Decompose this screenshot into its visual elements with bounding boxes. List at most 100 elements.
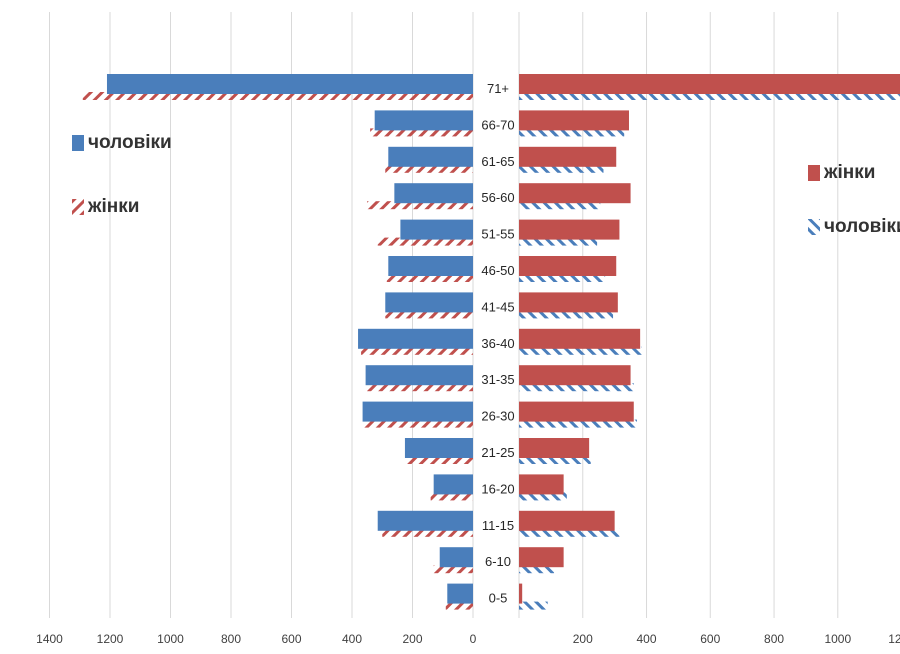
bar-left-solid [358, 328, 473, 349]
bar-left-hatched [385, 164, 473, 173]
bar-left-solid [388, 256, 473, 276]
category-label: 6-10 [485, 554, 511, 569]
bar-left-solid [433, 474, 473, 495]
category-label: 51-55 [481, 227, 514, 242]
bar-left-solid [394, 183, 473, 204]
bar-left-hatched [364, 419, 473, 428]
x-tick-label-left: 800 [221, 632, 241, 646]
category-label: 41-45 [481, 299, 514, 314]
bar-right-solid [519, 438, 590, 458]
bar-right-solid [519, 146, 617, 167]
x-tick-label-left: 200 [402, 632, 422, 646]
bar-right-solid [519, 474, 564, 495]
x-tick-label-right: 200 [573, 632, 593, 646]
bar-left-solid [388, 146, 473, 167]
bar-left-hatched [406, 456, 473, 464]
bar-left-hatched [382, 528, 473, 537]
category-label: 31-35 [481, 372, 514, 387]
legend-swatch [72, 135, 84, 151]
category-label: 46-50 [481, 263, 514, 278]
bar-left-solid [377, 510, 473, 531]
bar-left-hatched [386, 274, 473, 282]
bar-right-hatched [519, 346, 642, 355]
bar-right-solid [519, 510, 615, 531]
bar-right-hatched [519, 419, 637, 428]
bar-right-hatched [519, 237, 598, 246]
x-tick-label-right: 800 [764, 632, 784, 646]
category-label: 11-15 [482, 518, 514, 533]
bar-right-hatched [519, 164, 604, 173]
bar-left-hatched [82, 92, 474, 100]
x-tick-label-right: 600 [700, 632, 720, 646]
bar-right-hatched [519, 528, 620, 537]
bar-right-hatched [519, 456, 591, 464]
x-tick-label-left: 1000 [157, 632, 184, 646]
category-label: 0-5 [489, 591, 508, 606]
x-tick-label-left: 1200 [97, 632, 124, 646]
category-label: 26-30 [481, 409, 514, 424]
category-label: 16-20 [481, 481, 514, 496]
legend-item-left: чоловіки [72, 132, 172, 153]
bar-right-solid [519, 110, 629, 131]
category-label: 56-60 [481, 190, 514, 205]
bar-right-solid [519, 401, 634, 422]
bar-right-hatched [519, 274, 606, 282]
x-tick-label-left: 0 [470, 632, 477, 646]
legend-label: жінки [823, 162, 875, 183]
bar-left-solid [447, 583, 473, 604]
x-tick-label-left: 1400 [36, 632, 63, 646]
bar-left-solid [374, 110, 473, 131]
bar-right-solid [519, 547, 564, 568]
bar-left-hatched [430, 492, 473, 501]
x-tick-label-right: 1000 [824, 632, 851, 646]
bar-left-hatched [367, 383, 473, 392]
bar-right-solid [519, 74, 900, 94]
legend-swatch [72, 199, 84, 215]
bar-right-hatched [519, 92, 900, 100]
legend-swatch [808, 165, 820, 181]
legend-swatch [808, 219, 820, 235]
bar-right-solid [519, 219, 620, 240]
x-tick-label-right: 1200 [888, 632, 900, 646]
bar-left-solid [362, 401, 473, 422]
bar-right-hatched [519, 201, 601, 210]
category-label: 36-40 [481, 336, 514, 351]
legend-label: чоловіки [824, 216, 900, 237]
bar-left-solid [385, 292, 473, 313]
bar-left-hatched [367, 201, 473, 210]
bar-left-solid [400, 219, 473, 240]
bar-left-hatched [445, 601, 473, 610]
bar-right-solid [519, 256, 617, 276]
bar-left-hatched [433, 565, 473, 574]
bar-right-hatched [519, 128, 625, 137]
bar-left-solid [365, 365, 473, 386]
bar-right-solid [519, 328, 641, 349]
bar-left-hatched [361, 346, 473, 355]
legend-label: жінки [87, 196, 139, 217]
category-label: 61-65 [481, 154, 514, 169]
bar-left-hatched [385, 310, 473, 319]
bar-left-solid [439, 547, 473, 568]
legend-label: чоловіки [88, 132, 172, 153]
legend-item-left: жінки [72, 196, 139, 217]
category-label: 66-70 [481, 117, 514, 132]
bar-right-solid [519, 183, 631, 204]
x-tick-label-left: 400 [342, 632, 362, 646]
bar-left-solid [404, 438, 473, 458]
bar-right-solid [519, 583, 523, 604]
x-tick-label-right: 400 [637, 632, 657, 646]
category-label: 71+ [487, 81, 509, 96]
bar-right-hatched [519, 492, 567, 501]
x-tick-label-left: 600 [281, 632, 301, 646]
bar-right-solid [519, 292, 618, 313]
category-label: 21-25 [481, 445, 514, 460]
legend-item-right: жінки [808, 162, 875, 183]
bar-left-hatched [377, 237, 473, 246]
bar-right-hatched [519, 310, 614, 319]
bar-right-solid [519, 365, 631, 386]
bar-right-hatched [519, 383, 634, 392]
legend-item-right: чоловіки [808, 216, 900, 237]
bar-left-hatched [370, 128, 473, 137]
bar-left-solid [106, 74, 473, 94]
